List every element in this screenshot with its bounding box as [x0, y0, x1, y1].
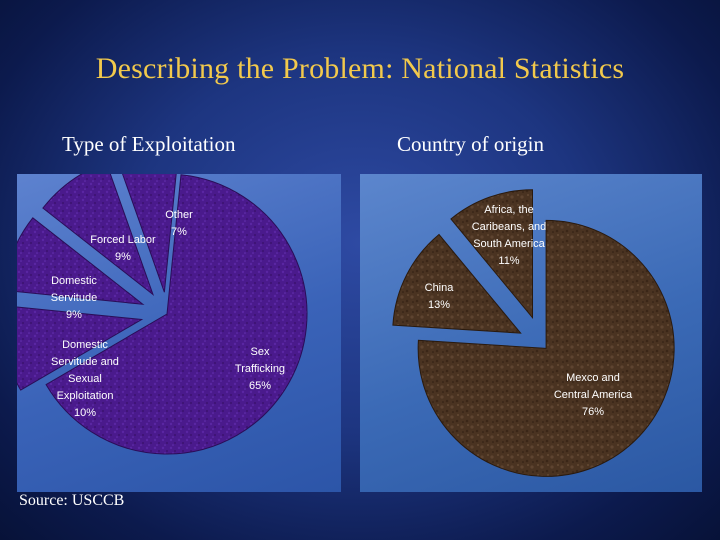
pie-slice-5: [122, 174, 177, 293]
pie-slice-1: [45, 174, 308, 455]
right-chart-title: Country of origin: [397, 132, 544, 156]
exploitation-chart-panel: Sex Trafficking 65% Domestic Servitude and Se…: [17, 174, 341, 492]
exploitation-pie-chart: Sex Trafficking 65% Domestic Servitude and Se…: [17, 174, 308, 455]
source-note: Source: USCCB: [19, 492, 125, 509]
slice-label-5: Other 7%: [165, 209, 193, 238]
origin-chart-panel: Mexco and Central America 76% China 13% Afric…: [360, 174, 702, 492]
slice-label-3: Africa, the Caribeans, and South America 11…: [472, 204, 547, 267]
origin-pie-chart: Mexco and Central America 76% China 13% Afric…: [392, 189, 675, 477]
slice-label-1: Sex Trafficking 65%: [235, 346, 285, 392]
slice-label-2: China 13%: [425, 282, 455, 311]
slice-label-3: Domestic Servitude 9%: [51, 275, 98, 321]
slice-label-1: Mexco and Central America 76%: [554, 372, 633, 418]
pie-slice-2: [17, 306, 144, 391]
pie-slice-3: [17, 217, 145, 305]
pie-slice-1: [417, 219, 675, 477]
slide-title: Describing the Problem: National Statist…: [95, 52, 625, 85]
pie-slice-4: [42, 174, 155, 296]
left-chart-title: Type of Exploitation: [62, 132, 236, 156]
slice-label-4: Forced Labor 9%: [90, 234, 156, 263]
slice-label-2: Domestic Servitude and Sexual Exploitation 1…: [51, 339, 119, 419]
pie-slice-3: [450, 189, 534, 320]
pie-slice-2: [392, 233, 522, 334]
